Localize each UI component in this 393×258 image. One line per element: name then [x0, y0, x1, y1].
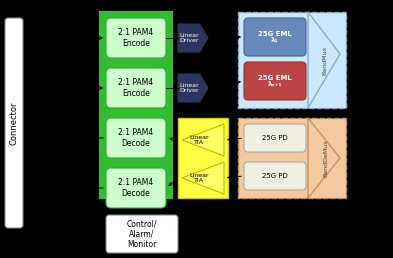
FancyBboxPatch shape	[244, 18, 306, 56]
Bar	[238, 12, 346, 108]
FancyBboxPatch shape	[106, 168, 166, 208]
Bar	[178, 118, 228, 198]
FancyBboxPatch shape	[5, 18, 23, 228]
Text: Linear
Driver: Linear Driver	[179, 33, 198, 43]
Text: Connector: Connector	[9, 101, 18, 145]
Polygon shape	[308, 118, 340, 198]
Bar	[238, 118, 346, 198]
Polygon shape	[178, 74, 208, 102]
Text: 2:1 PAM4
Encode: 2:1 PAM4 Encode	[118, 78, 154, 98]
Polygon shape	[182, 124, 224, 156]
FancyBboxPatch shape	[106, 118, 166, 158]
Text: 25G EML
λₙ₊₁: 25G EML λₙ₊₁	[258, 75, 292, 87]
Text: Linear
TIA: Linear TIA	[189, 173, 209, 183]
FancyBboxPatch shape	[106, 68, 166, 108]
Bar	[100, 12, 172, 198]
Text: Linear
Driver: Linear Driver	[179, 83, 198, 93]
Text: 25G PD: 25G PD	[262, 135, 288, 141]
Text: 2:1 PAM4
Decode: 2:1 PAM4 Decode	[118, 178, 154, 198]
Text: 25G PD: 25G PD	[262, 173, 288, 179]
Text: BandDeMux: BandDeMux	[323, 139, 329, 177]
Text: Control/
Alarm/
Monitor: Control/ Alarm/ Monitor	[127, 219, 157, 249]
Text: 2:1 PAM4
Encode: 2:1 PAM4 Encode	[118, 28, 154, 48]
Polygon shape	[182, 162, 224, 194]
Polygon shape	[308, 12, 340, 108]
Text: 2:1 PAM4
Decode: 2:1 PAM4 Decode	[118, 128, 154, 148]
FancyBboxPatch shape	[244, 162, 306, 190]
Polygon shape	[178, 24, 208, 52]
Text: BandMux: BandMux	[323, 45, 327, 75]
FancyBboxPatch shape	[106, 18, 166, 58]
FancyBboxPatch shape	[244, 124, 306, 152]
Text: Linear
TIA: Linear TIA	[189, 135, 209, 146]
FancyBboxPatch shape	[244, 62, 306, 100]
Text: 25G EML
λ₁: 25G EML λ₁	[258, 30, 292, 44]
FancyBboxPatch shape	[106, 215, 178, 253]
